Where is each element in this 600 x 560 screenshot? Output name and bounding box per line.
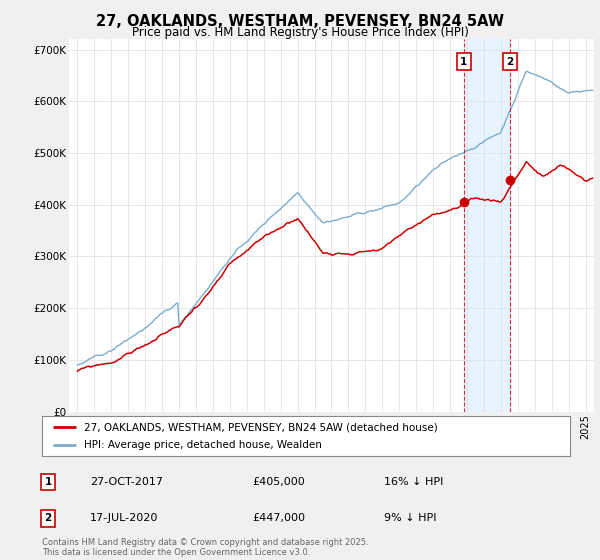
Text: 2: 2	[44, 514, 52, 524]
Text: 27, OAKLANDS, WESTHAM, PEVENSEY, BN24 5AW: 27, OAKLANDS, WESTHAM, PEVENSEY, BN24 5A…	[96, 14, 504, 29]
Bar	[464, 39, 510, 412]
Text: 2: 2	[506, 57, 514, 67]
Text: 9% ↓ HPI: 9% ↓ HPI	[384, 514, 437, 524]
Text: 16% ↓ HPI: 16% ↓ HPI	[384, 477, 443, 487]
Text: 1: 1	[460, 57, 467, 67]
Text: 1: 1	[44, 477, 52, 487]
Text: Price paid vs. HM Land Registry's House Price Index (HPI): Price paid vs. HM Land Registry's House …	[131, 26, 469, 39]
Text: 27, OAKLANDS, WESTHAM, PEVENSEY, BN24 5AW (detached house): 27, OAKLANDS, WESTHAM, PEVENSEY, BN24 5A…	[84, 422, 438, 432]
Text: £447,000: £447,000	[252, 514, 305, 524]
Text: 27-OCT-2017: 27-OCT-2017	[90, 477, 163, 487]
Text: HPI: Average price, detached house, Wealden: HPI: Average price, detached house, Weal…	[84, 440, 322, 450]
Text: £405,000: £405,000	[252, 477, 305, 487]
Text: Contains HM Land Registry data © Crown copyright and database right 2025.
This d: Contains HM Land Registry data © Crown c…	[42, 538, 368, 557]
Text: 17-JUL-2020: 17-JUL-2020	[90, 514, 158, 524]
